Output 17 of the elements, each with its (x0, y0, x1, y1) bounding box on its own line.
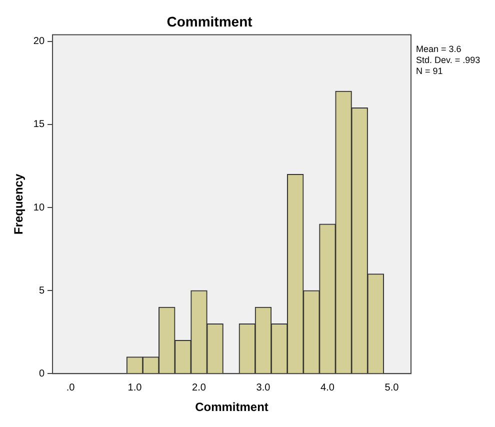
text: Mean = 3.6 (416, 44, 462, 55)
text: N = 91 (416, 66, 444, 77)
y-tick-label: 20 (33, 36, 45, 48)
y-tick-label: 15 (33, 119, 45, 130)
x-tick-label: 5.0 (384, 382, 400, 394)
x-tick-label: 2.0 (192, 382, 206, 394)
x-tick-label: .0 (66, 382, 76, 394)
y-tick-label: 0 (38, 368, 45, 380)
text: Std. Dev. = .993 (416, 55, 480, 66)
y-tick-label: 10 (33, 202, 45, 214)
y-tick-label: 5 (38, 285, 45, 296)
x-tick-label: 4.0 (320, 382, 335, 394)
x-tick-label: 3.0 (256, 382, 271, 394)
y-axis-title: Frequency (12, 174, 26, 235)
x-axis-title: Commitment (195, 400, 268, 414)
chart-title: Commitment (166, 13, 253, 30)
x-tick-label: 1.0 (128, 382, 142, 394)
